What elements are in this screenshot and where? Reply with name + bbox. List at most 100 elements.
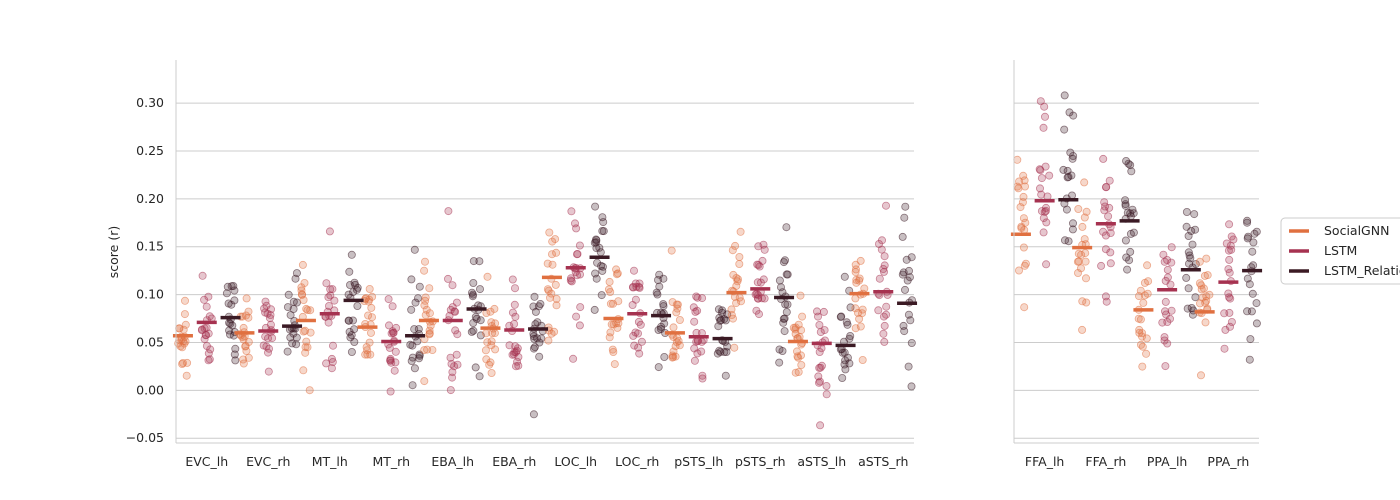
scatter-point [1069, 111, 1078, 120]
scatter-point [613, 323, 622, 332]
scatter-point [475, 372, 484, 381]
scatter-point [180, 310, 189, 319]
scatter-point [469, 326, 478, 335]
scatter-point [483, 272, 492, 281]
scatter-point [779, 314, 788, 323]
scatter-point [591, 202, 600, 211]
scatter-point [536, 299, 545, 308]
scatter-point [1105, 176, 1114, 185]
scatter-point [880, 321, 889, 330]
scatter-point [690, 344, 699, 353]
scatter-point [348, 316, 357, 325]
scatter-point [782, 270, 791, 279]
scatter-point [299, 295, 308, 304]
scatter-point [572, 312, 581, 321]
scatter-point [672, 308, 681, 317]
scatter-point [514, 361, 523, 370]
scatter-point [610, 360, 619, 369]
scatter-point [693, 293, 702, 302]
scatter-point [751, 290, 760, 299]
scatter-point [1036, 184, 1045, 193]
scatter-point [635, 283, 644, 292]
scatter-point [727, 305, 736, 314]
scatter-point [575, 321, 584, 330]
scatter-point [1142, 349, 1151, 358]
scatter-point [882, 201, 891, 210]
scatter-point [1185, 251, 1194, 260]
scatter-point [797, 326, 806, 335]
scatter-point [630, 266, 639, 275]
x-tick-label: EVC_rh [246, 454, 290, 469]
scatter-point [1227, 317, 1236, 326]
x-tick-label: MT_rh [372, 454, 410, 469]
scatter-point [781, 300, 790, 309]
scatter-point [414, 354, 423, 363]
scatter-point [1121, 196, 1130, 205]
scatter-point [353, 301, 362, 310]
scatter-point [1039, 228, 1048, 237]
scatter-point [605, 277, 614, 286]
scatter-point [263, 309, 272, 318]
legend: SocialGNN LSTM LSTM_Relation [1280, 217, 1400, 285]
scatter-point [411, 298, 420, 307]
scatter-point [543, 285, 552, 294]
scatter-point [407, 356, 416, 365]
scatter-point [598, 226, 607, 235]
scatter-point [575, 241, 584, 250]
scatter-point [345, 267, 354, 276]
scatter-point [1143, 289, 1152, 298]
scatter-point [1064, 237, 1073, 246]
scatter-point [1042, 260, 1051, 269]
scatter-point [533, 318, 542, 327]
scatter-point [1200, 271, 1209, 280]
scatter-point [629, 282, 638, 291]
scatter-point [573, 271, 582, 280]
y-tick-label: 0.00 [136, 382, 164, 397]
scatter-point [225, 318, 234, 327]
scatter-point [1163, 265, 1172, 274]
scatter-point [1182, 273, 1191, 282]
scatter-point [415, 282, 424, 291]
x-tick-label: EVC_lh [185, 454, 228, 469]
scatter-point [306, 306, 315, 315]
scatter-point [1252, 319, 1261, 328]
scatter-point [351, 280, 360, 289]
scatter-point [1060, 125, 1069, 134]
scatter-point [1037, 174, 1046, 183]
scatter-point [384, 295, 393, 304]
scatter-point [612, 270, 621, 279]
scatter-point [634, 343, 643, 352]
scatter-point [735, 293, 744, 302]
scatter-point [410, 245, 419, 254]
scatter-point [306, 328, 315, 337]
scatter-point [230, 350, 239, 359]
scatter-point [262, 301, 271, 310]
scatter-point [569, 354, 578, 363]
scatter-point [752, 306, 761, 315]
scatter-point [667, 246, 676, 255]
scatter-point [900, 327, 909, 336]
scatter-point [326, 285, 335, 294]
scatter-point [406, 340, 415, 349]
scatter-point [907, 253, 916, 262]
scatter-point [754, 242, 763, 251]
scatter-point [1197, 281, 1206, 290]
y-axis-label: score (r) [106, 226, 121, 278]
scatter-point [283, 347, 292, 356]
scatter-point [444, 207, 453, 216]
scatter-point [630, 341, 639, 350]
scatter-point [794, 367, 803, 376]
x-tick-label: FFA_rh [1085, 454, 1126, 469]
scatter-point [880, 337, 889, 346]
scatter-point [421, 311, 430, 320]
scatter-point [1247, 307, 1256, 316]
x-tick-label: FFA_lh [1025, 454, 1064, 469]
scatter-point [1138, 332, 1147, 341]
scatter-point [543, 259, 552, 268]
scatter-point [572, 224, 581, 233]
scatter-point [606, 299, 615, 308]
scatter-point [298, 260, 307, 269]
scatter-point [775, 358, 784, 367]
scatter-point [1074, 268, 1083, 277]
x-tick-label: aSTS_rh [858, 454, 908, 469]
